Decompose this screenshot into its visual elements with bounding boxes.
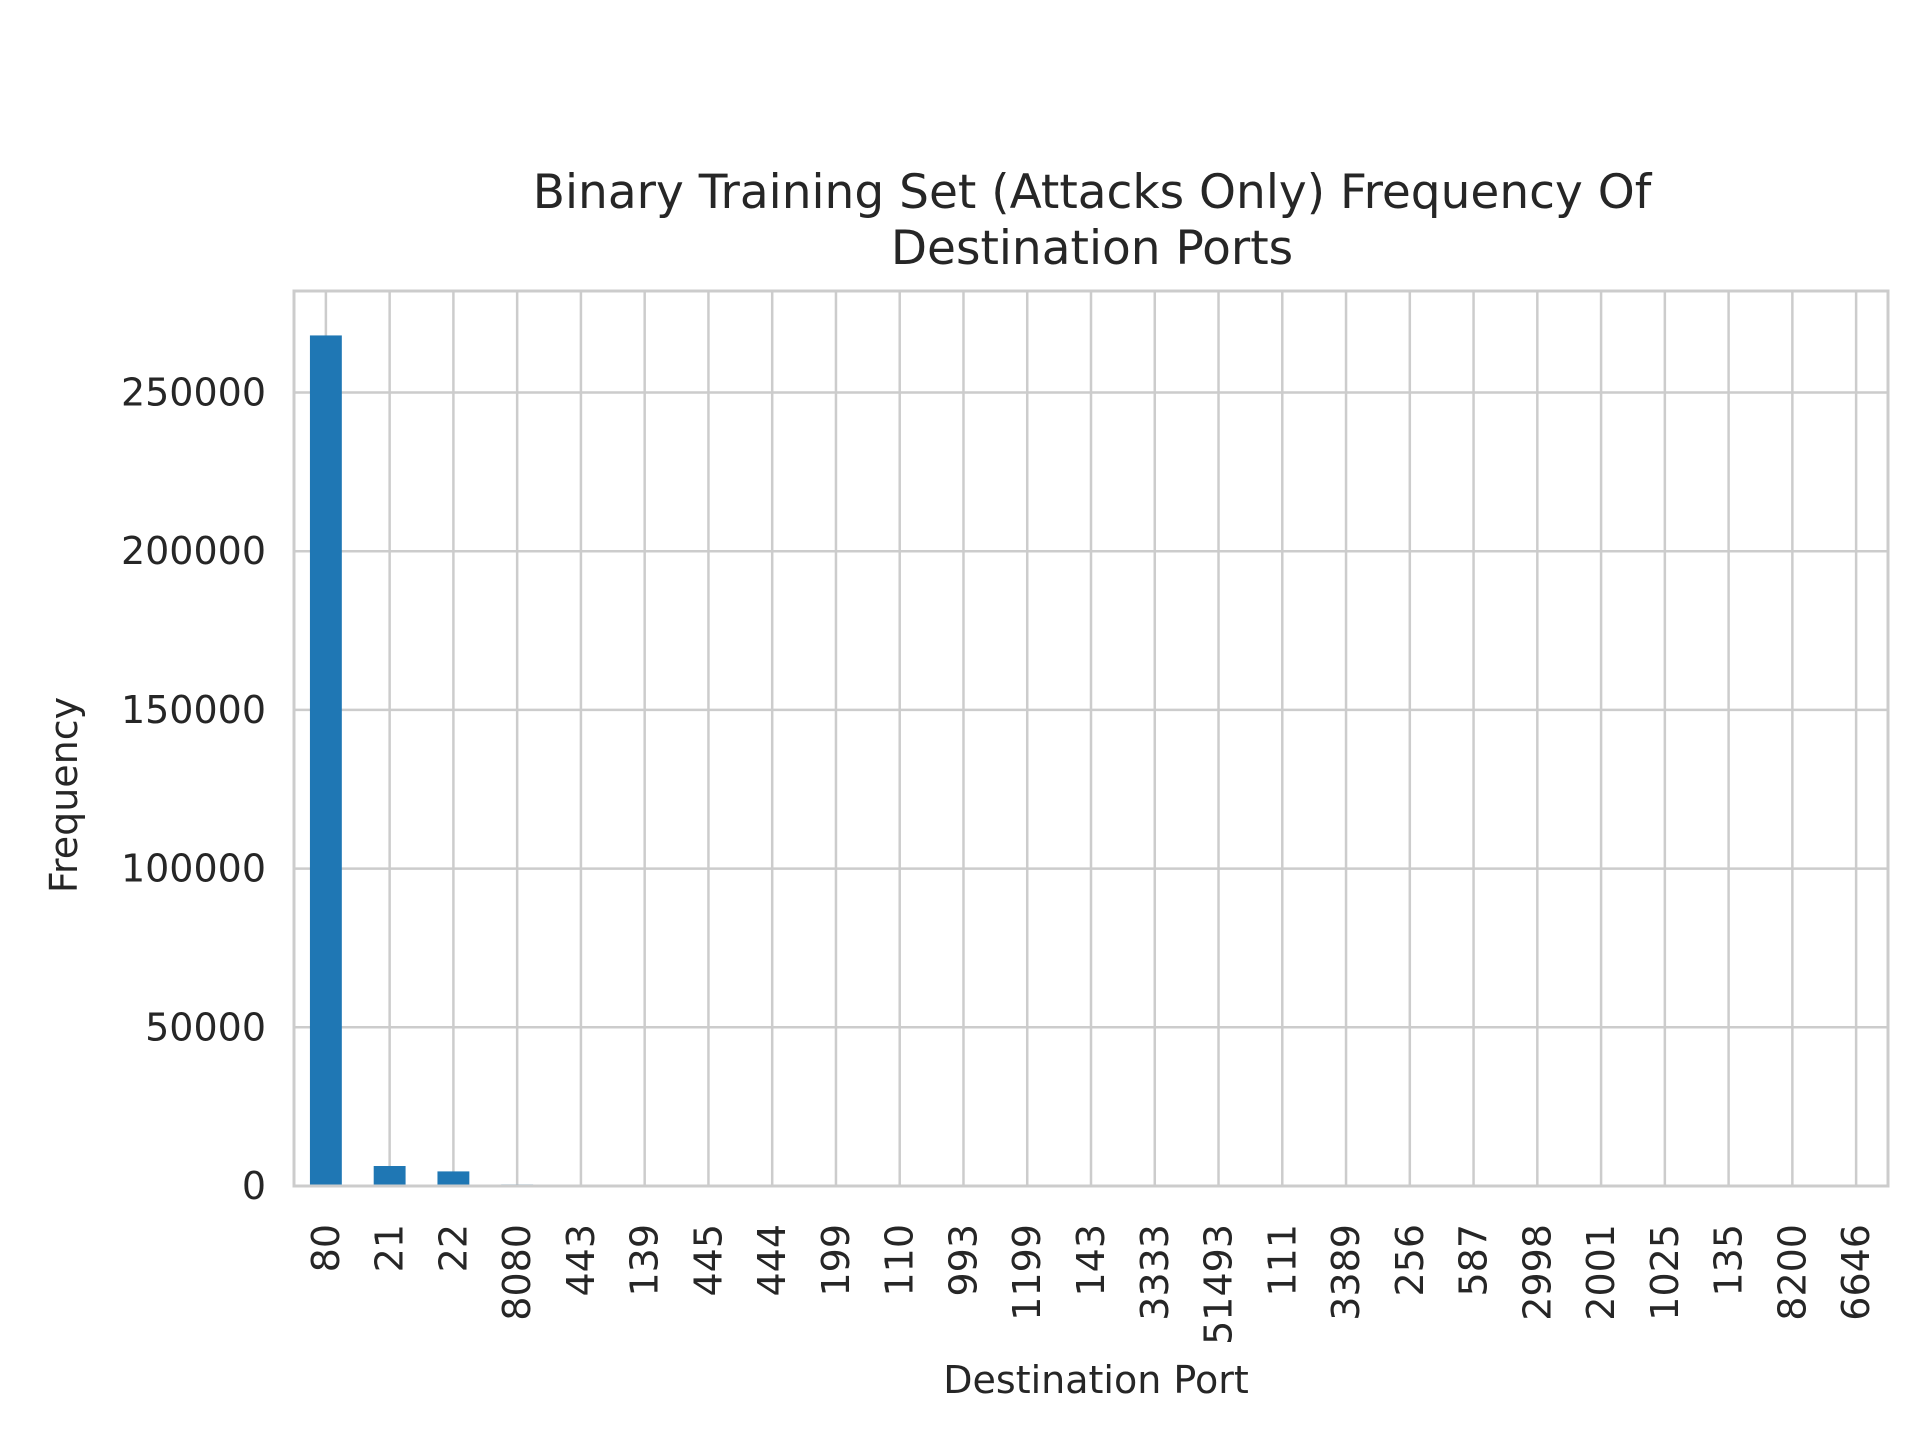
chart-title-line-1: Binary Training Set (Attacks Only) Frequ… (533, 165, 1653, 220)
y-tick-label: 50000 (145, 1005, 266, 1049)
y-tick-label: 250000 (121, 371, 266, 415)
grid-lines (294, 291, 1888, 1186)
y-axis-label: Frequency (42, 697, 86, 893)
x-tick-label: 3333 (1133, 1224, 1177, 1321)
chart-title-line-2: Destination Ports (891, 221, 1293, 276)
x-tick-label: 445 (686, 1224, 730, 1297)
x-tick-label: 2001 (1579, 1224, 1623, 1321)
bar-port-21 (374, 1166, 406, 1186)
x-tick-label: 587 (1452, 1224, 1496, 1297)
x-tick-label: 6646 (1834, 1224, 1878, 1321)
x-tick-label: 8080 (495, 1224, 539, 1321)
x-tick-label: 51493 (1197, 1224, 1241, 1345)
x-tick-label: 444 (750, 1224, 794, 1297)
x-axis-ticks: 80 21 22 8080 443 139 445 444 199 110 993 1199 143 33… (304, 1224, 1878, 1345)
x-tick-label: 135 (1707, 1224, 1751, 1297)
y-tick-label: 100000 (121, 847, 266, 891)
x-tick-label: 443 (559, 1224, 603, 1297)
x-tick-label: 1199 (1005, 1224, 1049, 1321)
x-tick-label: 21 (368, 1224, 412, 1272)
x-tick-label: 3389 (1324, 1224, 1368, 1321)
x-tick-label: 8200 (1770, 1224, 1814, 1321)
y-axis-ticks: 0 50000 100000 150000 200000 250000 (121, 371, 266, 1208)
x-tick-label: 110 (878, 1224, 922, 1297)
x-tick-label: 993 (941, 1224, 985, 1297)
x-tick-label: 22 (431, 1224, 475, 1272)
x-tick-label: 139 (623, 1224, 667, 1297)
x-tick-label: 2998 (1515, 1224, 1559, 1321)
x-tick-label: 80 (304, 1224, 348, 1272)
x-axis-label: Destination Port (943, 1358, 1248, 1402)
bar-port-22 (437, 1171, 469, 1186)
x-tick-label: 256 (1388, 1224, 1432, 1297)
x-tick-label: 1025 (1643, 1224, 1687, 1321)
y-tick-label: 0 (242, 1164, 266, 1208)
x-tick-label: 143 (1069, 1224, 1113, 1297)
x-tick-label: 111 (1260, 1224, 1304, 1297)
x-tick-label: 199 (814, 1224, 858, 1297)
y-tick-label: 200000 (121, 529, 266, 573)
bar-port-80 (310, 335, 342, 1186)
y-tick-label: 150000 (121, 688, 266, 732)
